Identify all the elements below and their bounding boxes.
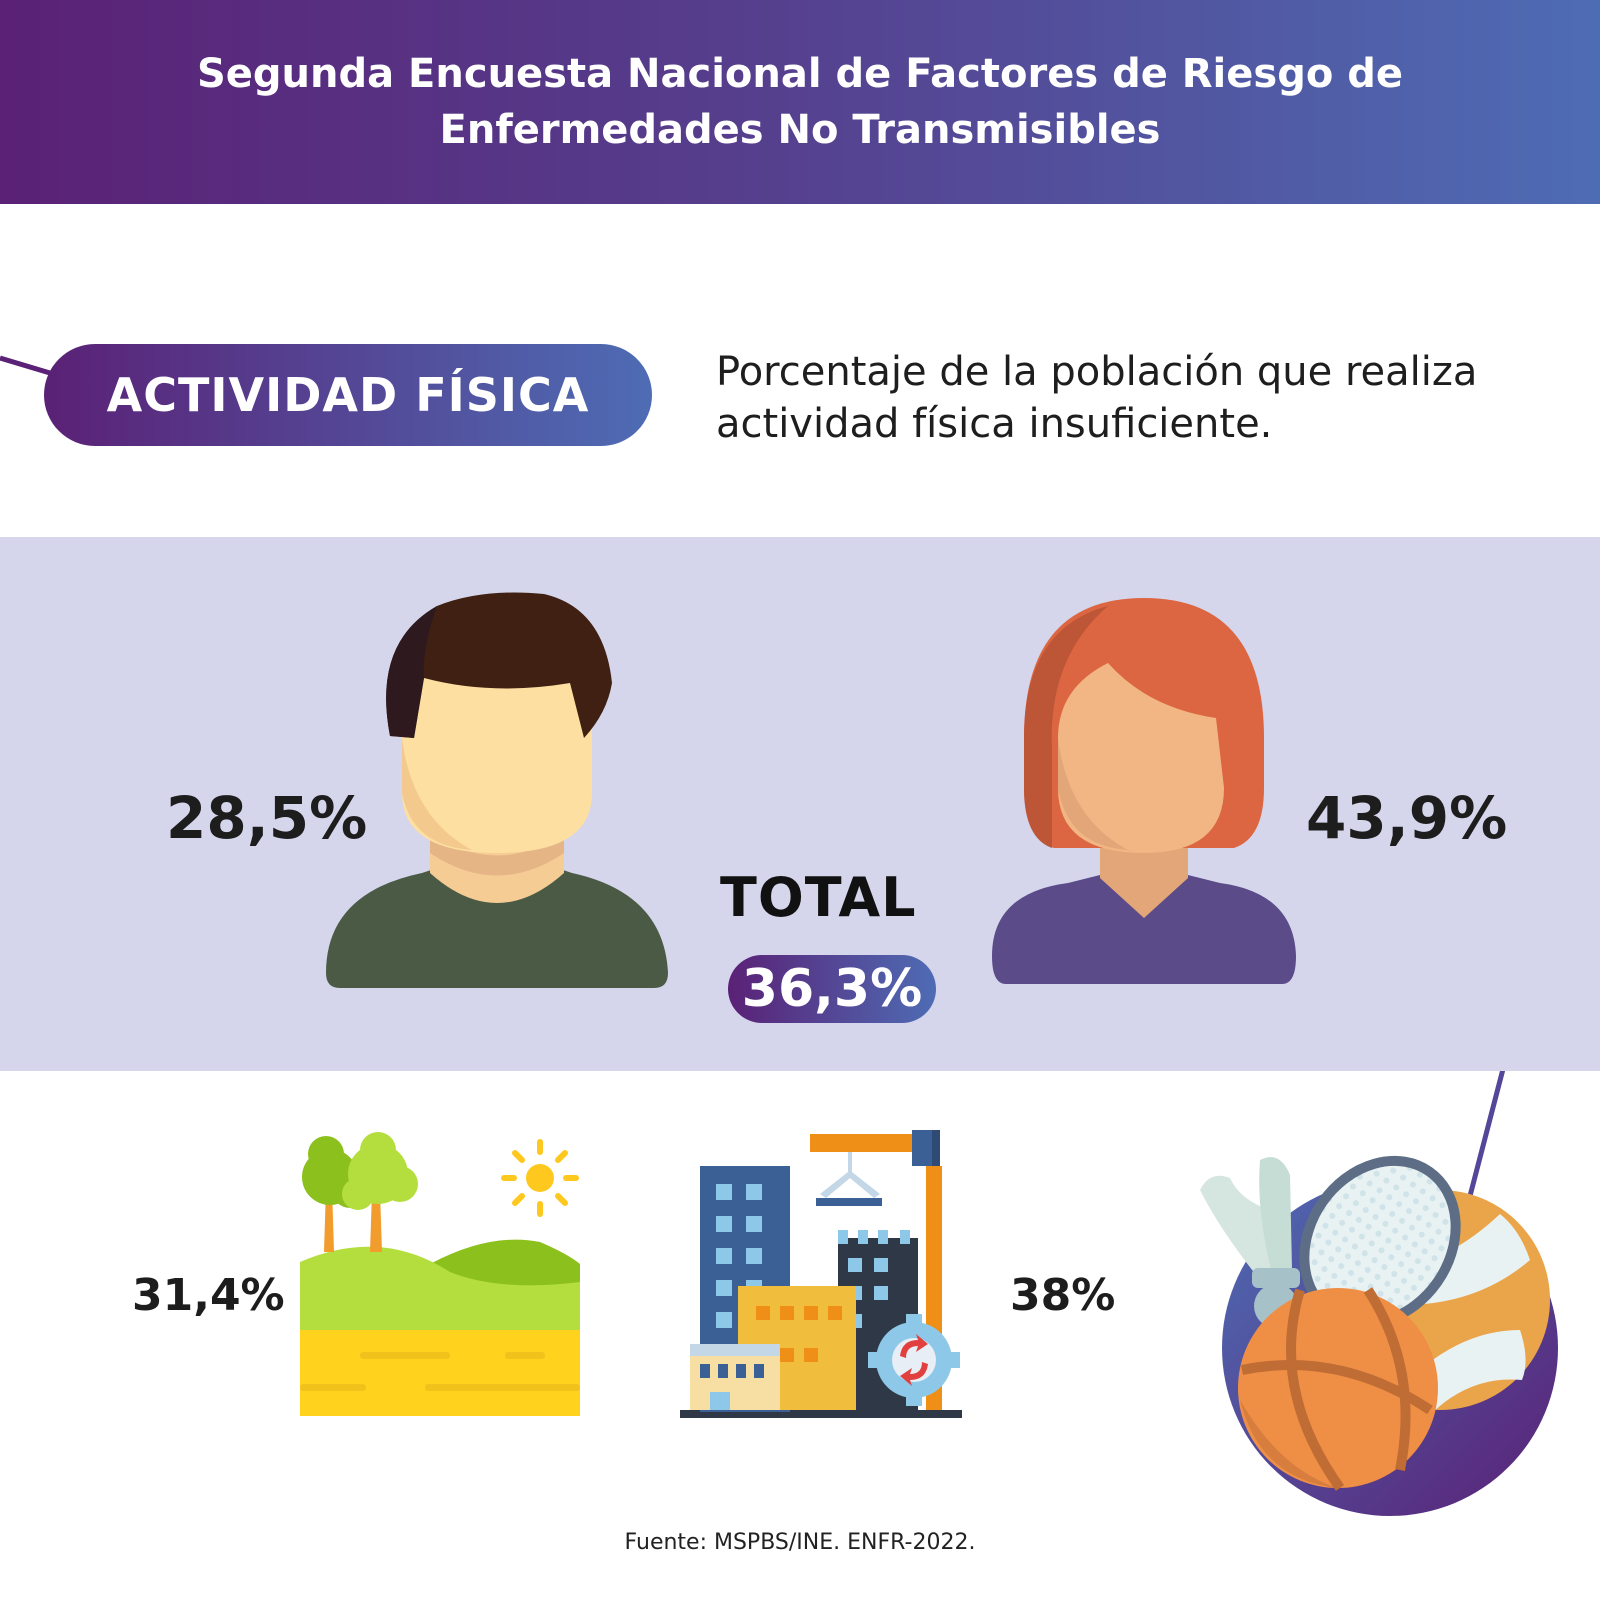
- total-value: 36,3%: [741, 959, 923, 1019]
- footer-source: Fuente: MSPBS/INE. ENFR-2022.: [624, 1530, 976, 1555]
- section-label: ACTIVIDAD FÍSICA: [106, 368, 590, 422]
- rural-landscape-icon: [300, 1132, 580, 1416]
- woman-icon: [992, 598, 1296, 984]
- total-pill: 36,3%: [728, 955, 936, 1023]
- city-buildings-icon: [680, 1130, 962, 1418]
- man-icon: [326, 592, 668, 988]
- male-value: 28,5%: [166, 784, 368, 852]
- female-value: 43,9%: [1306, 784, 1508, 852]
- header-title: Segunda Encuesta Nacional de Factores de…: [196, 51, 1403, 153]
- section-label-pill: ACTIVIDAD FÍSICA: [44, 344, 652, 446]
- total-label: TOTAL: [720, 866, 917, 929]
- sports-equipment-icon: [1200, 1155, 1558, 1516]
- header-banner: Segunda Encuesta Nacional de Factores de…: [0, 0, 1600, 204]
- rural-value: 31,4%: [132, 1270, 285, 1321]
- section-description: Porcentaje de la población que realiza a…: [716, 349, 1478, 447]
- urban-value: 38%: [1010, 1270, 1116, 1321]
